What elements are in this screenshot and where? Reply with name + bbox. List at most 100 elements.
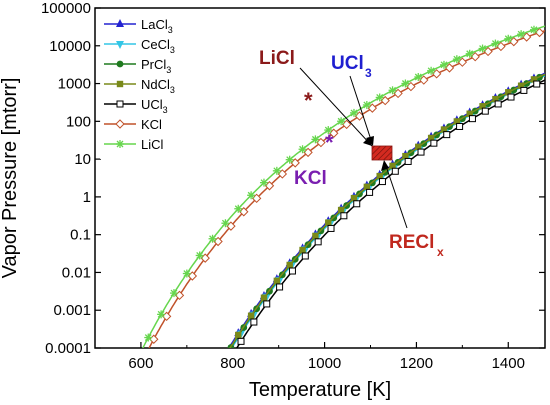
plot-frame: [94, 7, 546, 349]
legend-marker: [116, 140, 124, 148]
axis-ticks: 600 800 1000 1200 1400 0.0001 0.001 0.01 0.1 1 10 1…: [41, 0, 545, 372]
annotation-ucl3-label: UCl: [331, 53, 364, 74]
annotation-recl-label: RECl: [389, 232, 434, 253]
data-point: [337, 206, 345, 214]
data-point: [404, 157, 412, 165]
data-point: [481, 107, 489, 115]
data-point: [324, 126, 333, 135]
series-line: [142, 25, 545, 348]
data-point: [414, 72, 423, 81]
data-point: [430, 139, 438, 147]
data-point: [470, 52, 480, 62]
data-point: [312, 232, 319, 240]
legend-label: PrCl3: [141, 57, 171, 75]
data-point: [529, 25, 538, 34]
legend-item: KCl: [104, 117, 162, 132]
data-point: [375, 93, 384, 102]
data-point: [439, 60, 448, 69]
y-tick-label: 10: [74, 151, 91, 168]
data-point: [259, 178, 268, 187]
y-tick-label: 0.01: [62, 264, 91, 281]
legend-item: CeCl3: [104, 37, 175, 55]
data-point: [157, 310, 166, 319]
data-point: [452, 55, 461, 64]
series-layer: [142, 25, 545, 348]
data-point: [311, 135, 320, 144]
data-point: [509, 36, 519, 47]
x-tick-label: 1200: [400, 355, 433, 372]
data-point: [250, 318, 258, 326]
data-point: [393, 88, 403, 99]
data-point: [479, 103, 486, 110]
data-point: [466, 110, 473, 117]
data-point: [273, 277, 281, 285]
series-kcl: [148, 27, 545, 348]
data-point: [402, 152, 409, 160]
data-point: [276, 283, 284, 291]
data-point: [465, 49, 474, 58]
data-point: [366, 188, 374, 196]
data-point: [226, 221, 236, 231]
annotation-ucl3-sub: 3: [365, 66, 372, 80]
annotation-recl-arrowhead: [381, 160, 389, 171]
legend-marker: [116, 100, 124, 108]
data-point: [419, 75, 429, 85]
data-point: [440, 126, 448, 133]
data-point: [530, 76, 538, 83]
x-tick-label: 1000: [308, 355, 341, 372]
data-point: [349, 108, 358, 117]
data-point: [235, 331, 242, 339]
data-point: [149, 334, 159, 344]
data-point: [388, 86, 397, 95]
data-point: [213, 236, 223, 247]
data-point: [325, 219, 332, 226]
data-point: [367, 103, 378, 113]
data-point: [427, 134, 435, 142]
data-point: [380, 95, 390, 106]
data-point: [251, 193, 262, 204]
data-point: [277, 169, 288, 179]
x-tick-label: 600: [128, 355, 153, 372]
data-point: [443, 131, 451, 139]
legend-label: LaCl3: [141, 17, 173, 35]
data-point: [517, 30, 526, 39]
data-point: [234, 204, 243, 213]
legend-item: LiCl: [104, 137, 164, 152]
data-point: [534, 27, 545, 38]
data-point: [354, 111, 365, 121]
legend-label: UCl3: [141, 97, 168, 115]
data-point: [468, 115, 476, 123]
legend-label: CeCl3: [141, 37, 175, 55]
data-point: [505, 89, 512, 96]
data-point: [350, 194, 358, 202]
data-point: [237, 337, 245, 345]
data-point: [247, 312, 255, 319]
data-point: [507, 93, 515, 101]
data-point: [247, 191, 256, 200]
annotation-ucl3-arrowhead: [366, 136, 374, 146]
data-point: [444, 63, 455, 73]
legend-box: [100, 12, 182, 159]
annotation-recl-arrow: [384, 162, 408, 229]
legend-marker: [116, 60, 124, 68]
x-tick-label: 800: [220, 355, 245, 372]
data-point: [496, 41, 506, 52]
data-point: [263, 300, 271, 308]
y-tick-label: 100: [66, 113, 91, 130]
data-point: [362, 100, 371, 109]
data-point: [337, 117, 346, 126]
legend-label: KCl: [141, 117, 162, 132]
data-point: [314, 238, 322, 246]
data-point: [239, 207, 249, 217]
annotations: LiCl * UCl 3 * KCl RECl x: [259, 48, 444, 259]
y-tick-label: 1000: [58, 76, 91, 93]
data-point: [494, 100, 502, 108]
data-point: [290, 158, 300, 168]
annotation-licl-arrow: [299, 67, 373, 147]
data-point: [533, 80, 541, 88]
data-point: [195, 251, 204, 260]
y-tick-label: 0.0001: [45, 340, 91, 357]
legend-label: LiCl: [141, 137, 164, 152]
data-point: [301, 252, 309, 260]
data-point: [378, 178, 386, 186]
